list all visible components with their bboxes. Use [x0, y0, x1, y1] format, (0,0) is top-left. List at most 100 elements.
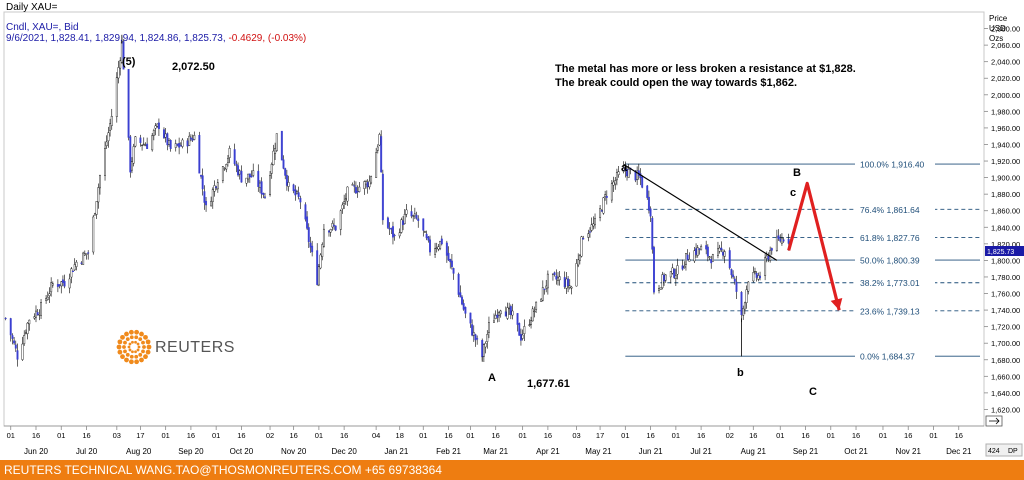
x-month-label: Apr 21	[536, 447, 560, 456]
x-month-label: Nov 21	[896, 447, 922, 456]
candle-down	[787, 238, 790, 244]
candle-down	[519, 333, 522, 341]
candle-down	[248, 173, 251, 178]
fib-label-bg	[855, 158, 935, 170]
candle-up	[627, 168, 630, 178]
scroll-corner[interactable]: 424 DP	[985, 443, 1023, 457]
logo-dot	[134, 340, 137, 344]
candle-up	[508, 307, 511, 310]
candle-up	[610, 183, 613, 201]
candle-up	[685, 253, 687, 265]
x-tick-label: 01	[161, 431, 169, 440]
candle-up	[50, 282, 53, 293]
wave-peak-label: (5)	[122, 56, 136, 68]
logo-dot	[136, 348, 140, 352]
ohlc-values: 1,828.41, 1,829.94, 1,824.86, 1,825.73,	[50, 33, 226, 44]
scroll-corner-box[interactable]	[985, 443, 1023, 457]
y-tick-label: 1,860.00	[991, 207, 1020, 216]
candle-up	[247, 173, 250, 180]
logo-dot	[131, 340, 134, 344]
current-price-marker: 1,825.73	[985, 246, 1024, 256]
candle-down	[292, 184, 295, 192]
candle-up	[499, 310, 502, 315]
candle-up	[221, 166, 224, 181]
candle-up	[33, 316, 36, 319]
candle-down	[563, 277, 566, 288]
x-tick-label: 04	[372, 431, 380, 440]
candle-down	[129, 136, 132, 173]
candle-up	[541, 287, 544, 301]
candle-down	[392, 226, 394, 238]
candle-down	[307, 227, 310, 243]
x-tick-label: 16	[749, 431, 757, 440]
candle-up	[435, 247, 438, 249]
logo-dot	[129, 335, 134, 340]
y-tick-label: 1,760.00	[991, 290, 1020, 299]
candle-up	[498, 312, 501, 316]
candle-down	[440, 238, 443, 245]
candle-down	[415, 214, 418, 219]
y-tick-label: 1,740.00	[991, 306, 1020, 315]
candle-down	[297, 192, 300, 198]
candle-down	[169, 140, 172, 149]
candle-up	[424, 231, 426, 233]
y-tick-label: 1,840.00	[991, 223, 1020, 232]
candle-down	[14, 344, 17, 349]
y-tick-label: 1,800.00	[991, 256, 1020, 265]
candle-down	[179, 145, 182, 147]
candle-up	[141, 144, 144, 147]
x-month-label: Jan 21	[384, 447, 409, 456]
x-tick-label: 16	[852, 431, 860, 440]
wave-labels: (5) 2,072.50 A 1,677.61 a b B c C	[122, 56, 817, 398]
candle-up	[317, 266, 320, 286]
candle-down	[233, 149, 236, 165]
candle-down	[417, 218, 420, 221]
logo-dot	[120, 334, 125, 340]
candle-up	[558, 276, 561, 281]
candle-up	[528, 324, 531, 326]
x-tick-label: 16	[187, 431, 195, 440]
x-tick-label: 03	[572, 431, 580, 440]
candle-up	[331, 223, 334, 228]
candle-down	[589, 231, 591, 233]
candle-down	[294, 189, 297, 196]
candle-down	[203, 191, 206, 203]
wave-c-label: c	[790, 187, 796, 199]
candle-down	[422, 218, 425, 231]
candle-down	[264, 196, 266, 198]
fib-label: 76.4% 1,861.64	[860, 205, 920, 215]
price-chart: 100.0% 1,916.40 76.4% 1,861.64 61.8% 1,827…	[3, 11, 1024, 457]
zoom-icon[interactable]	[985, 415, 1003, 427]
candle-up	[533, 310, 536, 313]
candle-up	[107, 132, 110, 142]
candle-up	[711, 254, 714, 262]
candle-down	[582, 238, 585, 240]
fib-label: 61.8% 1,827.76	[860, 233, 920, 243]
x-tick-label: 16	[444, 431, 452, 440]
x-tick-label: 17	[596, 431, 604, 440]
candle-down	[457, 273, 460, 295]
candle-down	[366, 182, 369, 188]
x-month-label: Aug 21	[741, 447, 767, 456]
candle-up	[346, 186, 349, 202]
trendline	[623, 163, 778, 261]
candle-up	[676, 265, 679, 275]
x-tick-label: 01	[7, 431, 15, 440]
candle-down	[735, 281, 738, 292]
x-month-label: Aug 20	[126, 447, 152, 456]
candle-down	[80, 262, 83, 264]
candle-up	[570, 286, 573, 289]
candle-down	[777, 235, 780, 240]
y-tick-label: 1,900.00	[991, 174, 1020, 183]
candle-up	[612, 181, 615, 186]
fib-label: 23.6% 1,739.13	[860, 306, 920, 316]
candle-up	[60, 281, 63, 287]
x-tick-label: 01	[518, 431, 526, 440]
candle-down	[235, 163, 238, 166]
candle-up	[117, 67, 120, 79]
candle-up	[775, 236, 778, 251]
candle-up	[252, 170, 255, 176]
candle-up	[617, 171, 620, 175]
projection-arrowhead	[830, 297, 843, 311]
candle-down	[755, 272, 758, 278]
